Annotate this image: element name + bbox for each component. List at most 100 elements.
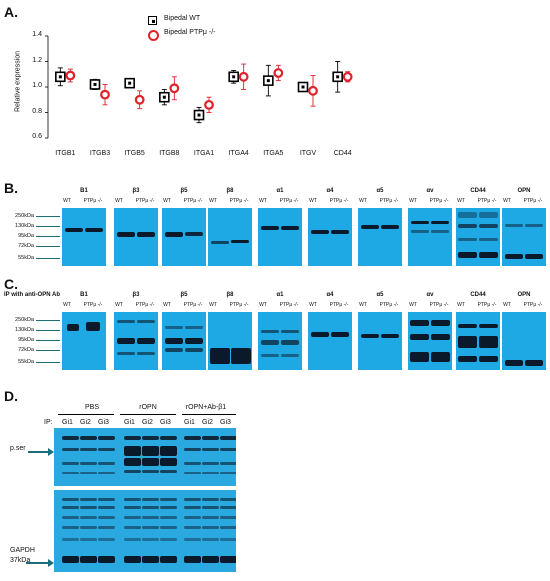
ip-lane-label: Gi2 bbox=[80, 419, 91, 426]
ko-lane-label: PTPμ -/- bbox=[329, 198, 349, 204]
wt-lane-label: WT bbox=[115, 302, 123, 308]
panel-b-letter: B. bbox=[4, 180, 18, 196]
mw-marker-line bbox=[36, 330, 60, 331]
blot-image bbox=[308, 312, 352, 370]
band bbox=[124, 470, 141, 473]
ko-lane-label: PTPμ -/- bbox=[279, 198, 299, 204]
band bbox=[185, 232, 203, 236]
band bbox=[165, 338, 183, 344]
band bbox=[98, 526, 115, 529]
ip-lane-label: Gi2 bbox=[142, 419, 153, 426]
band bbox=[479, 252, 498, 258]
blot-label: β8 bbox=[226, 188, 234, 194]
wt-lane-label: WT bbox=[115, 198, 123, 204]
band bbox=[98, 506, 115, 509]
wt-lane-label: WT bbox=[409, 302, 417, 308]
blot-label: α1 bbox=[276, 188, 284, 194]
band bbox=[142, 436, 159, 440]
blot-label: α1 bbox=[276, 292, 284, 298]
band bbox=[80, 526, 97, 529]
band bbox=[85, 228, 103, 232]
band bbox=[137, 352, 155, 355]
group-line-pbs bbox=[58, 414, 114, 415]
point-ko bbox=[65, 70, 76, 81]
point-wt-center bbox=[197, 113, 201, 117]
band bbox=[117, 338, 135, 344]
legend-wt-dot bbox=[151, 19, 155, 23]
x-tick-label: ITGB8 bbox=[159, 150, 180, 157]
x-tick-label: ITGB1 bbox=[55, 150, 76, 157]
pser-blot bbox=[54, 428, 236, 486]
band bbox=[80, 472, 97, 474]
band bbox=[210, 348, 230, 364]
band bbox=[124, 516, 141, 519]
ip-lane-label: Gi1 bbox=[124, 419, 135, 426]
band bbox=[184, 448, 201, 451]
blot-label: α4 bbox=[326, 292, 334, 298]
ko-lane-label: PTPμ -/- bbox=[135, 302, 155, 308]
wt-lane-label: WT bbox=[259, 302, 267, 308]
ko-lane-label: PTPμ -/- bbox=[183, 198, 203, 204]
band bbox=[431, 320, 450, 326]
band bbox=[62, 506, 79, 509]
band bbox=[458, 336, 477, 348]
point-wt-center bbox=[301, 85, 305, 89]
band bbox=[202, 498, 219, 501]
band bbox=[202, 462, 219, 465]
band bbox=[184, 472, 201, 474]
band bbox=[142, 498, 159, 501]
blot-label: β3 bbox=[132, 292, 140, 298]
band bbox=[86, 322, 100, 331]
blot-label: B1 bbox=[80, 188, 88, 194]
band bbox=[98, 516, 115, 519]
blot-label: β3 bbox=[132, 188, 140, 194]
band bbox=[505, 224, 523, 227]
band bbox=[117, 232, 135, 237]
y-tick-label: 1.2 bbox=[32, 56, 42, 64]
ip-lane-label: Gi3 bbox=[220, 419, 231, 426]
mw-marker-label: 250kDa bbox=[15, 213, 34, 219]
wt-lane-label: WT bbox=[503, 198, 511, 204]
x-tick-label: ITGA5 bbox=[263, 150, 284, 157]
band bbox=[184, 498, 201, 501]
band bbox=[202, 472, 219, 474]
ip-prefix: IP: bbox=[44, 419, 53, 426]
band bbox=[479, 238, 498, 241]
point-ko bbox=[308, 85, 318, 96]
mw-marker-line bbox=[36, 246, 60, 247]
blot-image bbox=[114, 208, 158, 266]
blot-image bbox=[258, 312, 302, 370]
gapdh-arrowhead-icon bbox=[48, 559, 54, 567]
ko-lane-label: PTPμ -/- bbox=[429, 302, 449, 308]
mw-marker-label: 55kDa bbox=[18, 359, 34, 365]
band bbox=[458, 356, 477, 362]
band bbox=[458, 252, 477, 258]
wt-lane-label: WT bbox=[309, 302, 317, 308]
band bbox=[361, 334, 379, 338]
band bbox=[220, 448, 236, 451]
ko-lane-label: PTPμ -/- bbox=[379, 302, 399, 308]
band bbox=[361, 225, 379, 229]
band bbox=[142, 516, 159, 519]
band bbox=[142, 470, 159, 473]
band bbox=[124, 458, 141, 466]
band bbox=[98, 436, 115, 440]
band bbox=[160, 506, 177, 509]
band bbox=[220, 472, 236, 474]
mw-marker-label: 72kDa bbox=[18, 243, 34, 249]
band bbox=[80, 448, 97, 451]
band bbox=[160, 538, 177, 541]
wt-lane-label: WT bbox=[163, 198, 171, 204]
band bbox=[505, 360, 523, 366]
band bbox=[202, 526, 219, 529]
ip-label: IP with anti-OPN Ab bbox=[4, 292, 61, 298]
band bbox=[184, 556, 201, 563]
ip-lane-label: Gi2 bbox=[202, 419, 213, 426]
ko-lane-label: PTPμ -/- bbox=[83, 302, 103, 308]
ko-lane-label: PTPμ -/- bbox=[379, 198, 399, 204]
mw-marker-line bbox=[36, 258, 60, 259]
band bbox=[80, 436, 97, 440]
mw-marker-line bbox=[36, 350, 60, 351]
group-ropn-ab: rOPN+Ab-β1 bbox=[185, 404, 227, 411]
blot-image bbox=[208, 208, 252, 266]
